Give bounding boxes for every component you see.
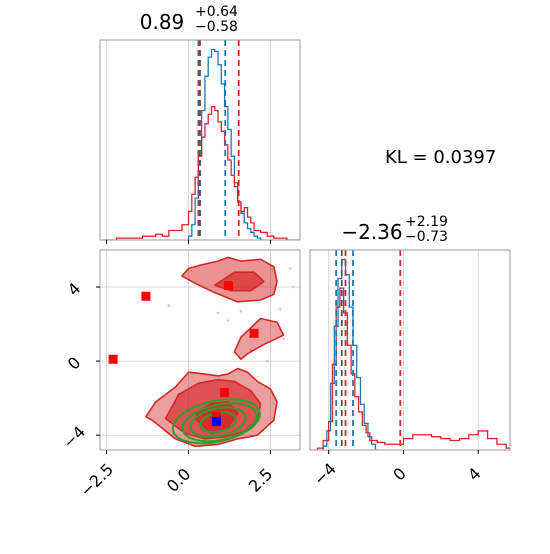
bottom-right-x-tick-label: 0 bbox=[389, 464, 410, 485]
bottom-right-title-value: −2.36 bbox=[341, 220, 402, 244]
bottom-left-red-marker bbox=[249, 328, 259, 338]
bottom-right-x-tick-label: −4 bbox=[310, 459, 340, 489]
bottom-left-green-contour bbox=[171, 398, 261, 445]
bottom-left-scatter-point bbox=[226, 319, 230, 322]
bottom-left-y-tick-label: 4 bbox=[64, 279, 85, 300]
bottom-left-x-tick-label: 0.0 bbox=[163, 464, 194, 495]
bottom-left-contour-bridge bbox=[233, 317, 285, 361]
bottom-right-series-red bbox=[316, 287, 510, 450]
top-left-title-minus: −0.58 bbox=[195, 19, 238, 35]
bottom-left-green-contour bbox=[181, 402, 258, 443]
top-left-title-plus: +0.64 bbox=[195, 4, 238, 20]
bottom-left-x-tick-label: −2.5 bbox=[76, 460, 117, 501]
bottom-right-x-tick-label: 4 bbox=[464, 464, 485, 485]
bottom-right-title-plus: +2.19 bbox=[405, 214, 448, 230]
bottom-left-scatter-point bbox=[282, 337, 285, 341]
bottom-left-scatter-point bbox=[239, 309, 243, 313]
top-left-frame bbox=[99, 39, 301, 241]
bottom-left-scatter-point bbox=[292, 285, 295, 289]
bottom-left-scatter-point bbox=[216, 311, 220, 315]
top-left-series-red bbox=[103, 106, 300, 240]
top-left-title-value: 0.89 bbox=[140, 10, 185, 34]
bottom-left-y-tick-label: 0 bbox=[64, 353, 85, 374]
bottom-left-red-marker bbox=[108, 354, 118, 364]
bottom-left-red-marker bbox=[211, 412, 221, 422]
bottom-left-scatter-point bbox=[265, 359, 269, 363]
bottom-left-red-marker bbox=[224, 281, 234, 291]
bottom-left-y-tick-label: −4 bbox=[59, 422, 89, 452]
bottom-left-scatter-point bbox=[167, 304, 171, 307]
bottom-right-title-minus: −0.73 bbox=[405, 229, 448, 245]
bottom-left-scatter-point bbox=[288, 267, 292, 270]
bottom-left-frame bbox=[99, 249, 301, 451]
kl-label: KL = 0.0397 bbox=[385, 147, 497, 168]
bottom-left-red-marker bbox=[141, 291, 151, 301]
bottom-right-frame bbox=[309, 249, 511, 451]
bottom-left-blue-marker bbox=[211, 416, 221, 426]
bottom-right-series-blue bbox=[322, 258, 380, 450]
bottom-left-x-tick-label: 2.5 bbox=[245, 464, 276, 495]
bottom-left-red-marker bbox=[220, 388, 230, 398]
bottom-left-green-contour bbox=[189, 406, 247, 438]
bottom-left-scatter-point bbox=[279, 307, 282, 311]
